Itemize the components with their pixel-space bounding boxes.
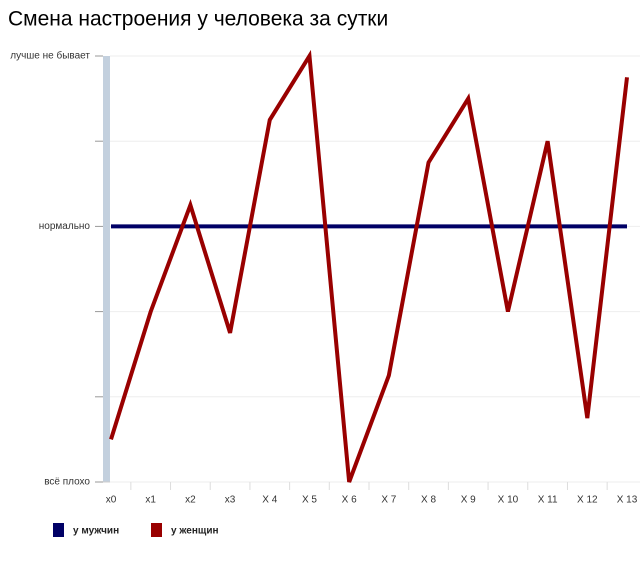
legend-swatch: [151, 523, 162, 537]
legend-label: у женщин: [171, 526, 219, 537]
x-tick-label: X 8: [421, 495, 436, 506]
x-tick-label: X 4: [262, 495, 277, 506]
x-tick-label: X 9: [461, 495, 476, 506]
x-tick-label: X 10: [498, 495, 519, 506]
x-tick-label: X 11: [538, 495, 558, 506]
x-tick-label: x3: [225, 495, 236, 506]
x-tick-label: x0: [106, 495, 117, 506]
y-tick-label: нормально: [39, 221, 91, 232]
x-tick-label: X 5: [302, 495, 317, 506]
x-tick-label: X 7: [381, 495, 396, 506]
series-line: [109, 49, 629, 483]
x-tick-label: x2: [185, 495, 196, 506]
legend-swatch: [53, 523, 64, 537]
x-tick-label: x1: [145, 495, 156, 506]
y-axis-bar: [103, 56, 110, 482]
y-tick-label: лучше не бывает: [10, 50, 90, 62]
legend-label: у мужчин: [73, 526, 119, 537]
x-tick-label: X 6: [342, 495, 357, 506]
y-tick-label: всё плохо: [44, 477, 90, 488]
x-tick-label: X 13: [617, 495, 638, 506]
x-tick-label: X 12: [577, 495, 598, 506]
chart-title: Смена настроения у человека за сутки: [8, 8, 388, 31]
